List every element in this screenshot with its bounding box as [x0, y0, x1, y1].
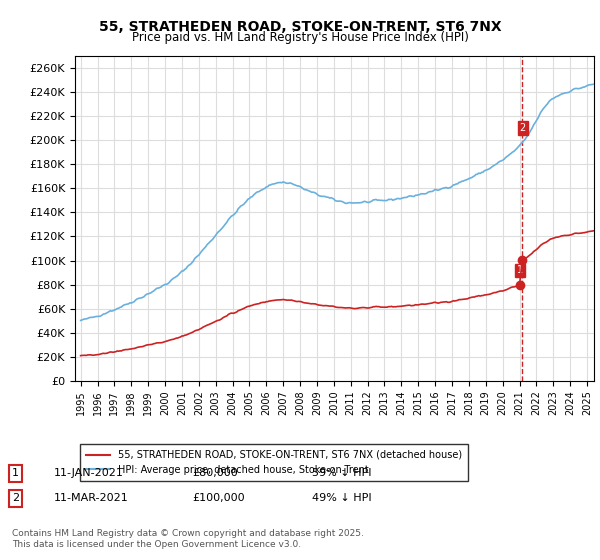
- Legend: 55, STRATHEDEN ROAD, STOKE-ON-TRENT, ST6 7NX (detached house), HPI: Average pric: 55, STRATHEDEN ROAD, STOKE-ON-TRENT, ST6…: [80, 444, 468, 480]
- Text: 55, STRATHEDEN ROAD, STOKE-ON-TRENT, ST6 7NX: 55, STRATHEDEN ROAD, STOKE-ON-TRENT, ST6…: [98, 20, 502, 34]
- Text: 11-JAN-2021: 11-JAN-2021: [54, 468, 124, 478]
- Text: £100,000: £100,000: [192, 493, 245, 503]
- Text: Price paid vs. HM Land Registry's House Price Index (HPI): Price paid vs. HM Land Registry's House …: [131, 31, 469, 44]
- Text: Contains HM Land Registry data © Crown copyright and database right 2025.
This d: Contains HM Land Registry data © Crown c…: [12, 529, 364, 549]
- Text: 49% ↓ HPI: 49% ↓ HPI: [312, 493, 371, 503]
- Text: 1: 1: [517, 265, 523, 276]
- Text: 2: 2: [12, 493, 19, 503]
- Text: 1: 1: [12, 468, 19, 478]
- Text: 2: 2: [520, 123, 526, 133]
- Text: £80,000: £80,000: [192, 468, 238, 478]
- Text: 59% ↓ HPI: 59% ↓ HPI: [312, 468, 371, 478]
- Text: 11-MAR-2021: 11-MAR-2021: [54, 493, 129, 503]
